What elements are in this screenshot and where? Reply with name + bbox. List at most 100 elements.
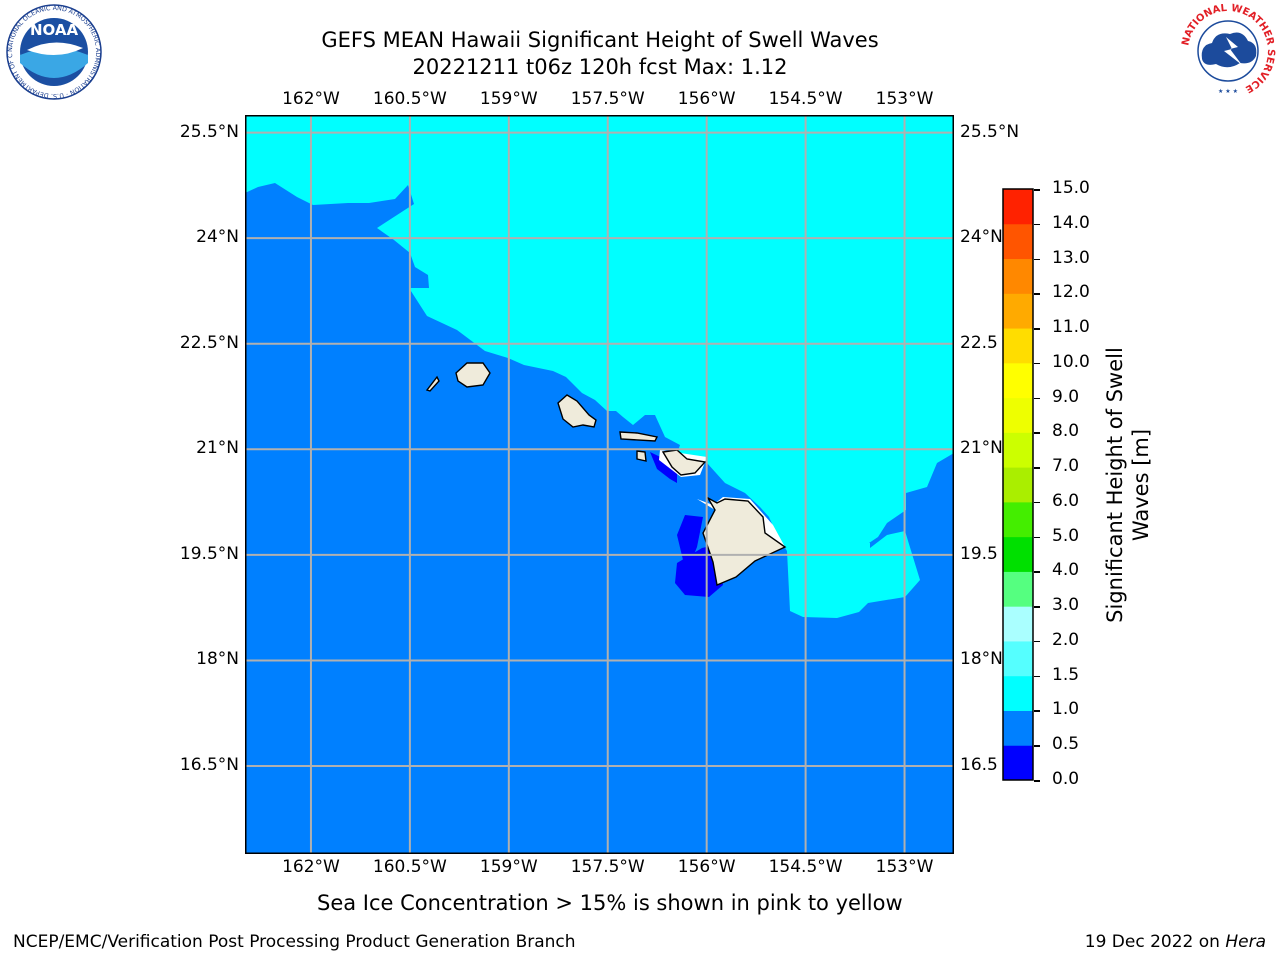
lon-label-bottom: 156°W — [677, 857, 736, 877]
colorbar-tick — [1034, 189, 1040, 191]
svg-text:NOAA: NOAA — [30, 21, 79, 39]
colorbar-segment — [1003, 745, 1033, 781]
lon-label-top: 159°W — [479, 89, 538, 109]
sea-ice-note: Sea Ice Concentration > 15% is shown in … — [317, 891, 903, 915]
colorbar-tick-label: 8.0 — [1052, 421, 1080, 442]
colorbar-segment — [1003, 571, 1033, 607]
colorbar-label: Significant Height of Swell Waves [m] — [1103, 347, 1153, 623]
colorbar-tick — [1034, 293, 1040, 295]
map-gridlines — [245, 115, 954, 854]
colorbar-tick-label: 10.0 — [1052, 351, 1090, 372]
colorbar-tick-label: 5.0 — [1052, 525, 1080, 546]
colorbar-tick — [1034, 745, 1040, 747]
colorbar-segment — [1003, 397, 1033, 433]
colorbar-tick — [1034, 467, 1040, 469]
lon-label-bottom: 159°W — [479, 857, 538, 877]
swell-region-dark-blue — [650, 452, 677, 483]
colorbar-tick — [1034, 606, 1040, 608]
lat-label-left: 25.5°N — [179, 121, 239, 142]
lon-label-bottom: 157.5°W — [570, 857, 645, 877]
svg-text:★ ★ ★: ★ ★ ★ — [1218, 88, 1238, 95]
colorbar-segment — [1003, 189, 1033, 225]
colorbar-tick-label: 1.0 — [1052, 699, 1080, 720]
swell-region-cyan — [245, 115, 954, 618]
lat-label-left: 19.5°N — [179, 543, 239, 564]
island-oahu — [557, 394, 597, 428]
lon-label-top: 162°W — [282, 89, 340, 109]
lat-label-right: 19.5 — [960, 543, 998, 564]
island-kauai — [455, 362, 491, 388]
colorbar-tick-label: 0.0 — [1052, 769, 1080, 789]
map-panel — [245, 115, 954, 854]
lon-label-top: 157.5°W — [570, 89, 645, 109]
colorbar-tick — [1034, 362, 1040, 365]
colorbar-tick-label: 0.5 — [1052, 734, 1080, 755]
lat-label-left: 21°N — [196, 438, 239, 459]
colorbar-tick-label: 12.0 — [1052, 282, 1090, 303]
colorbar-tick — [1034, 258, 1040, 261]
colorbar-tick-label: 7.0 — [1052, 456, 1080, 477]
chart-title: GEFS MEAN Hawaii Significant Height of S… — [321, 28, 879, 52]
chart-subtitle: 20221211 t06z 120h fcst Max: 1.12 — [412, 55, 788, 79]
island-niihau — [425, 375, 440, 392]
lon-label-bottom: 153°W — [875, 857, 934, 877]
colorbar-tick — [1034, 397, 1040, 400]
map-frame — [245, 115, 954, 854]
lon-label-top: 156°W — [677, 89, 736, 109]
colorbar-tick-label: 2.0 — [1052, 629, 1080, 650]
colorbar-segment — [1003, 501, 1033, 538]
footer-machine: Hera — [1225, 932, 1266, 952]
colorbar-segment — [1003, 293, 1033, 329]
lon-label-top: 154.5°W — [768, 89, 843, 109]
colorbar-tick-label: 1.5 — [1052, 664, 1080, 685]
lon-label-bottom: 160.5°W — [372, 857, 447, 877]
colorbar-tick — [1034, 432, 1040, 434]
lon-label-bottom: 154.5°W — [768, 857, 843, 877]
colorbar-tick — [1034, 640, 1040, 643]
lat-label-left: 18°N — [196, 649, 239, 670]
lat-label-right: 24°N — [960, 227, 1003, 248]
colorbar-tick — [1034, 223, 1040, 226]
colorbar-segment — [1003, 640, 1033, 677]
colorbar-segment — [1003, 432, 1033, 468]
colorbar-segment — [1003, 606, 1033, 642]
nws-logo: NATIONAL WEATHER SERVICE ★ ★ ★ — [1180, 3, 1276, 99]
footer-date-text: 19 Dec 2022 on — [1084, 932, 1226, 952]
lat-label-right: 25.5°N — [960, 121, 1020, 142]
colorbar-segment — [1003, 328, 1033, 364]
colorbar-tick-label: 14.0 — [1052, 212, 1090, 233]
colorbar-tick-label: 13.0 — [1052, 247, 1090, 268]
colorbar-tick-label: 6.0 — [1052, 490, 1080, 511]
island-lanai — [636, 450, 647, 462]
colorbar — [1002, 188, 1034, 781]
colorbar-tick-label: 11.0 — [1052, 317, 1090, 338]
colorbar-tick — [1034, 536, 1040, 539]
lat-label-right: 22.5 — [960, 332, 998, 353]
colorbar-segment — [1003, 223, 1033, 260]
colorbar-tick-label: 9.0 — [1052, 386, 1080, 407]
colorbar-segment — [1003, 710, 1033, 746]
island-molokai — [619, 431, 659, 442]
colorbar-segment — [1003, 675, 1033, 711]
colorbar-tick — [1034, 328, 1040, 330]
lat-label-left: 22.5°N — [179, 332, 239, 353]
colorbar-tick — [1034, 571, 1040, 573]
colorbar-segment — [1003, 536, 1033, 572]
colorbar-segment — [1003, 258, 1033, 294]
lat-label-left: 24°N — [196, 227, 239, 248]
lon-label-bottom: 162°W — [282, 857, 340, 877]
colorbar-tick — [1034, 501, 1040, 504]
lat-label-right: 16.5 — [960, 755, 998, 776]
footer-date: 19 Dec 2022 on Hera — [1085, 932, 1266, 952]
lat-label-right: 18°N — [960, 649, 1003, 670]
lon-label-top: 153°W — [875, 89, 934, 109]
colorbar-tick — [1034, 675, 1040, 678]
colorbar-tick-label: 4.0 — [1052, 560, 1080, 581]
colorbar-segment — [1003, 467, 1033, 503]
noaa-logo: NATIONAL OCEANIC AND ATMOSPHERIC ADMINIS… — [5, 3, 102, 100]
colorbar-tick — [1034, 780, 1040, 782]
lat-label-left: 16.5°N — [179, 755, 239, 776]
footer-branch: NCEP/EMC/Verification Post Processing Pr… — [13, 932, 576, 952]
lon-label-top: 160.5°W — [372, 89, 447, 109]
island-maui — [661, 449, 707, 476]
